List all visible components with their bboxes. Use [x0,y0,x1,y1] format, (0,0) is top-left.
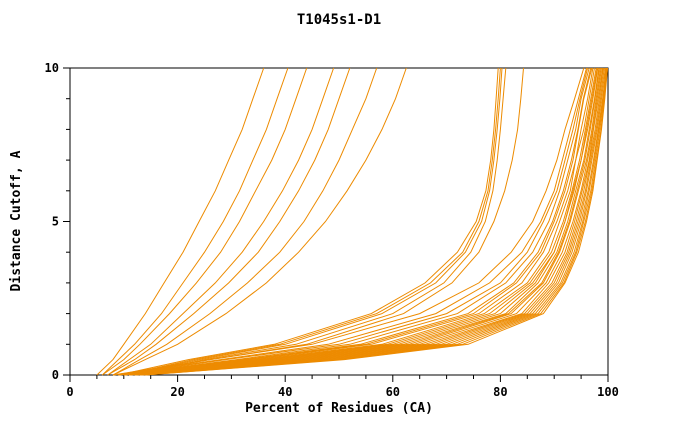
x-tick-label: 20 [170,385,184,399]
model-curve [139,67,607,376]
model-curve [123,67,524,376]
model-curve [101,67,289,376]
model-curve [129,67,507,376]
y-tick-label: 10 [45,61,59,75]
model-curve [112,67,585,376]
model-curve [102,67,308,376]
model-curve [118,67,590,376]
model-curve [107,67,335,376]
model-curve [107,67,351,376]
model-curve [112,67,587,376]
x-tick-label: 100 [597,385,619,399]
y-axis-label: Distance Cutoff, A [9,150,24,291]
model-curve [123,67,598,376]
ticks-group: 0 20 40 60 80 100 0 5 10 [45,61,619,399]
chart-title: T1045s1-D1 [297,12,381,28]
model-curve [129,67,601,376]
model-curve [112,67,407,376]
x-axis-label: Percent of Residues (CA) [245,401,433,416]
model-curve [139,67,606,376]
model-curve [123,67,597,376]
model-curve [129,67,600,376]
model-curve [129,67,600,376]
model-curve [129,67,599,376]
model-curve [123,67,594,376]
model-curve [134,67,604,376]
x-tick-label: 0 [66,385,73,399]
series-group [96,67,608,376]
x-tick-label: 40 [278,385,292,399]
model-curve [112,67,378,376]
model-curve [139,67,607,376]
x-tick-label: 60 [386,385,400,399]
model-curve [118,67,592,376]
model-curve [139,67,608,376]
model-curve [134,67,605,376]
y-tick-label: 0 [52,368,59,382]
model-curve [118,67,589,376]
y-tick-label: 5 [52,215,59,229]
model-curve [145,67,608,376]
model-curve [96,67,265,376]
model-curve [145,67,608,376]
model-curve [134,67,604,376]
model-curve [123,67,501,376]
model-curve [123,67,595,376]
model-curve [118,67,499,376]
model-curve [134,67,602,376]
plot-border [69,67,609,376]
model-curve [123,67,503,376]
x-tick-label: 80 [493,385,507,399]
